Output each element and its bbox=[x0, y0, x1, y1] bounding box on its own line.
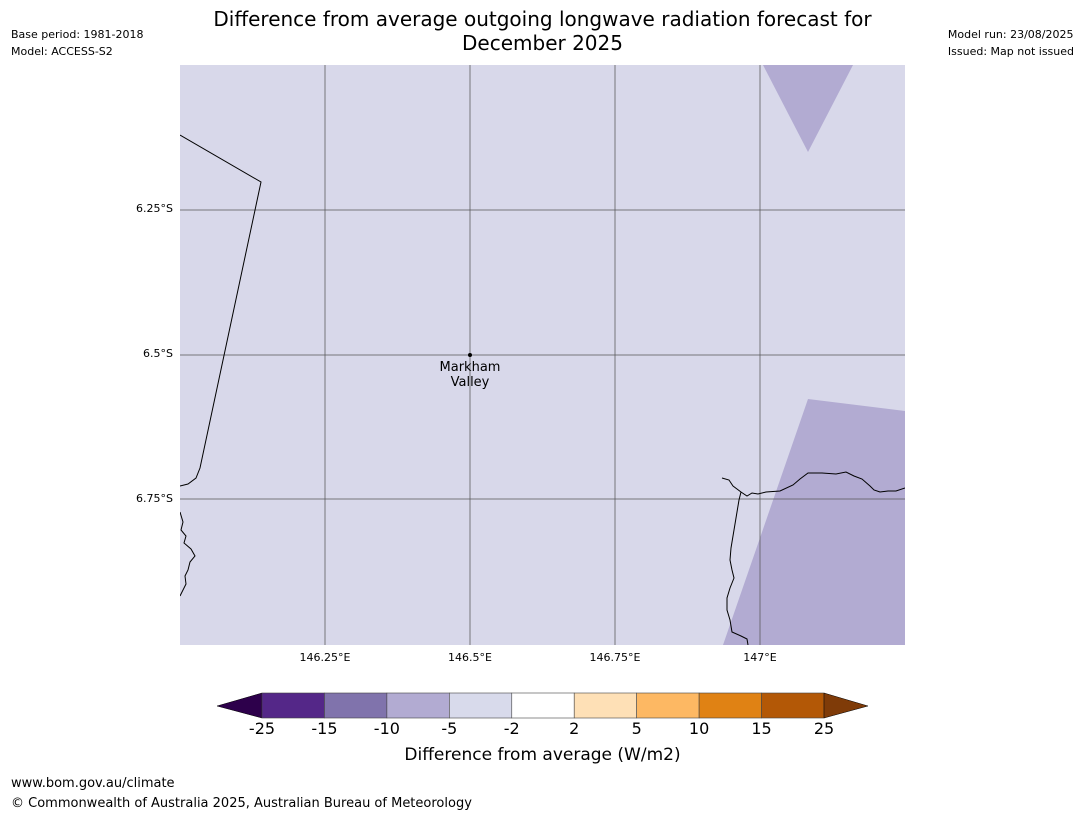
legend-tick-label: -10 bbox=[373, 719, 400, 738]
coastline-west bbox=[180, 511, 196, 597]
legend-bin bbox=[511, 692, 575, 719]
legend-tick-label: 10 bbox=[688, 719, 710, 738]
lon-label-147: 147°E bbox=[743, 651, 777, 664]
lat-label-6-75: 6.75°S bbox=[136, 492, 173, 505]
lon-label-146-75: 146.75°E bbox=[589, 651, 641, 664]
legend-tick-label: -2 bbox=[503, 719, 520, 738]
lat-label-6-5: 6.5°S bbox=[143, 347, 173, 360]
title-line-1: Difference from average outgoing longwav… bbox=[213, 7, 872, 31]
legend-tick-label: -5 bbox=[441, 719, 458, 738]
legend-title: Difference from average (W/m2) bbox=[404, 745, 681, 765]
model-run-text: Model run: 23/08/2025 bbox=[947, 28, 1074, 41]
border-line-west bbox=[180, 134, 262, 487]
legend-bin bbox=[573, 692, 637, 719]
legend-bin bbox=[636, 692, 700, 719]
map-title: Difference from average outgoing longwav… bbox=[180, 7, 905, 55]
legend-tick-label: 5 bbox=[631, 719, 642, 738]
coastline-huon-west bbox=[726, 491, 749, 645]
header-right-info: Model run: 23/08/2025 Issued: Map not is… bbox=[948, 26, 1074, 60]
lat-label-6-25: 6.25°S bbox=[136, 202, 173, 215]
markham-valley-marker[interactable] bbox=[468, 353, 472, 357]
place-name-line-1: Markham bbox=[439, 360, 501, 375]
legend-tick-label: -25 bbox=[248, 719, 276, 738]
coastline-huon-gulf bbox=[721, 471, 905, 497]
footer-copyright: © Commonwealth of Australia 2025, Austra… bbox=[11, 796, 472, 811]
footer-url[interactable]: www.bom.gov.au/climate bbox=[11, 776, 175, 791]
legend-tick-label: 2 bbox=[569, 719, 580, 738]
legend-bin bbox=[698, 692, 762, 719]
model-text: Model: ACCESS-S2 bbox=[11, 45, 113, 58]
legend-under-triangle bbox=[216, 692, 263, 719]
graticule-lines bbox=[180, 65, 905, 645]
lon-label-146-25: 146.25°E bbox=[299, 651, 351, 664]
legend-over-triangle bbox=[823, 692, 869, 719]
legend-bin bbox=[386, 692, 450, 719]
base-period-text: Base period: 1981-2018 bbox=[11, 28, 144, 41]
legend-tick-label: 25 bbox=[813, 719, 835, 738]
legend-tick-label: 15 bbox=[751, 719, 772, 738]
coastline-and-borders bbox=[180, 134, 905, 645]
forecast-patch-bottom-right bbox=[723, 399, 905, 645]
legend-bins bbox=[261, 692, 825, 719]
place-name-line-2: Valley bbox=[450, 375, 490, 390]
place-label-markham-valley: Markham Valley bbox=[420, 360, 520, 390]
legend-tick-label: -15 bbox=[311, 719, 338, 738]
legend-bin bbox=[449, 692, 513, 719]
legend-bin bbox=[324, 692, 388, 719]
title-line-2: December 2025 bbox=[462, 31, 623, 55]
lon-label-146-5: 146.5°E bbox=[448, 651, 492, 664]
legend-bin bbox=[261, 692, 325, 719]
issued-text: Issued: Map not issued bbox=[947, 45, 1074, 58]
legend-bin bbox=[761, 692, 825, 719]
header-left-info: Base period: 1981-2018 Model: ACCESS-S2 bbox=[11, 26, 143, 60]
forecast-patch-top-right bbox=[763, 65, 853, 152]
